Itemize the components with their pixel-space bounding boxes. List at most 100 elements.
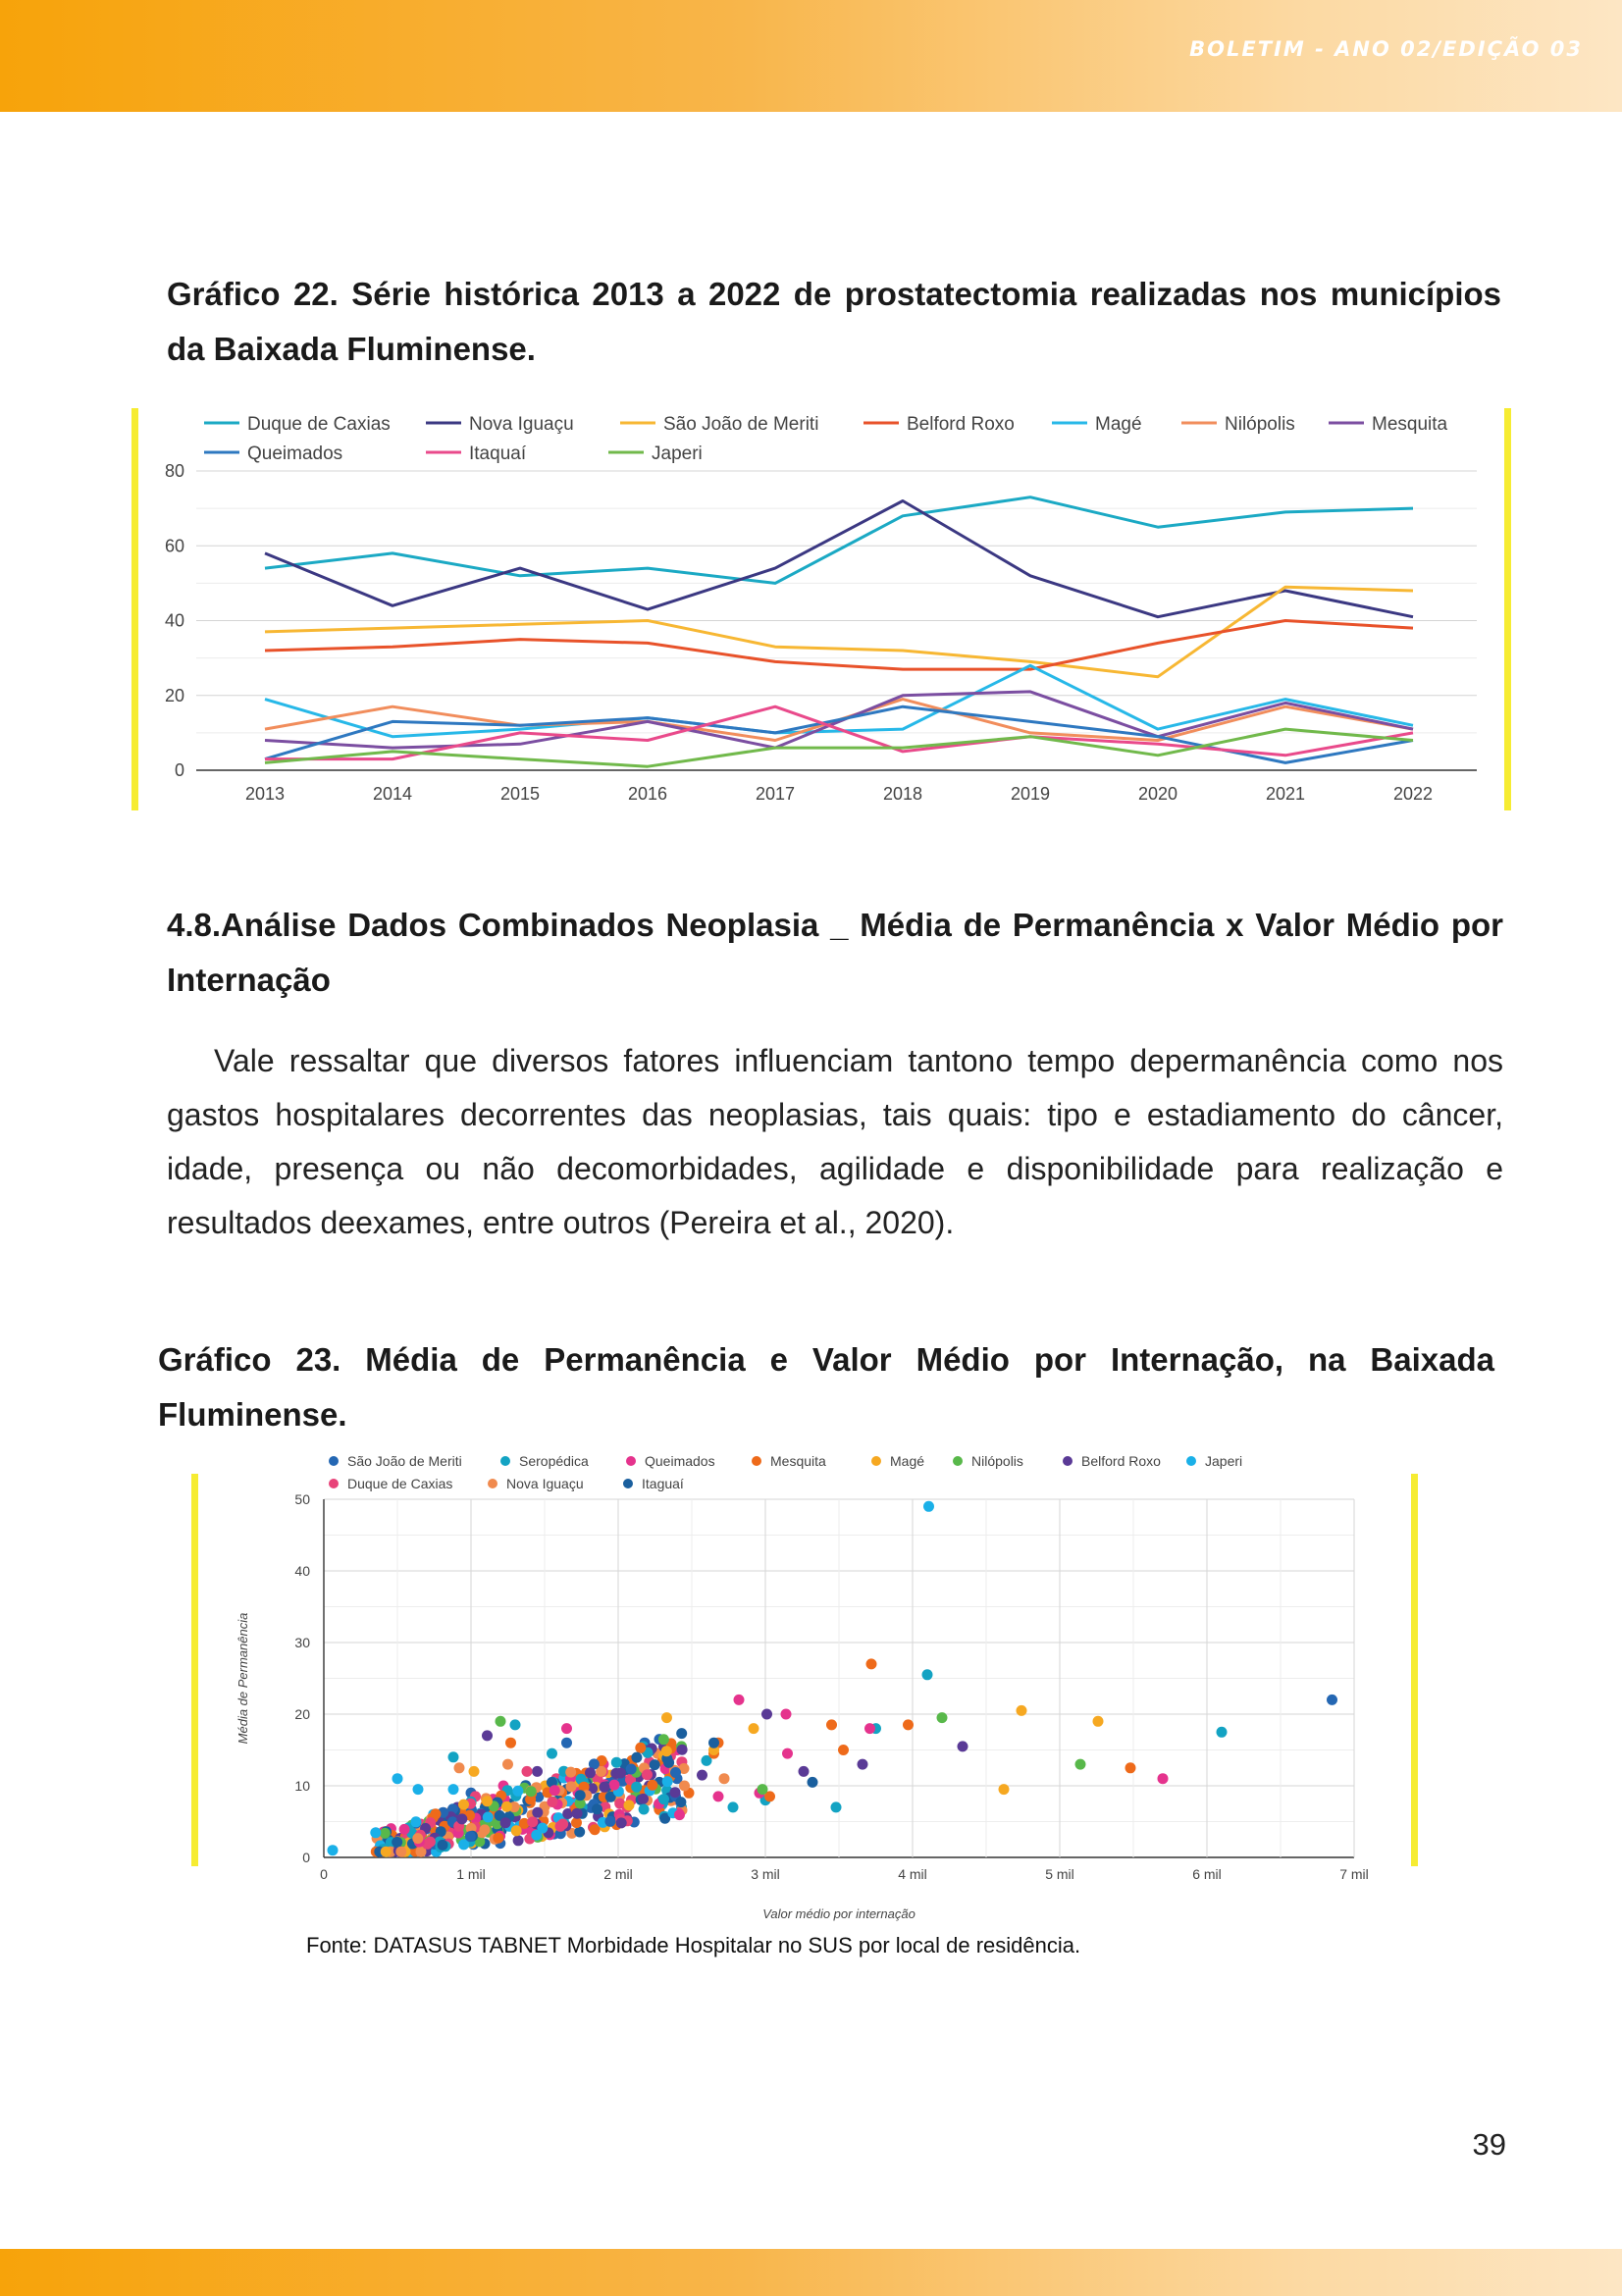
scatter-point-cluster (649, 1759, 660, 1771)
chart-22-left-accent (131, 408, 138, 810)
y-tick-label: 40 (165, 611, 184, 631)
footer-band (0, 2249, 1622, 2296)
scatter-point-cluster (661, 1776, 673, 1788)
scatter-point-mage (1092, 1715, 1104, 1727)
legend-swatch-nova-iguacu (488, 1479, 497, 1488)
scatter-point-cluster (670, 1767, 681, 1778)
scatter-point-belford-roxo (957, 1741, 968, 1752)
scatter-point-cluster (494, 1809, 505, 1821)
legend-label-duque-de-caxias: Duque de Caxias (347, 1476, 452, 1491)
scatter-point-mesquita (1125, 1762, 1136, 1774)
scatter-point-mesquita (865, 1658, 877, 1670)
scatter-point-queimados (780, 1708, 792, 1720)
legend-label-duque-de-caxias: Duque de Caxias (247, 414, 391, 435)
scatter-point-duque-de-caxias (521, 1765, 533, 1777)
series-line-nova-iguacu (264, 499, 1414, 619)
header-band: BOLETIM - ANO 02/EDIÇÃO 03 (0, 0, 1622, 112)
scatter-point-cluster (464, 1831, 476, 1843)
scatter-point-cluster (458, 1799, 469, 1810)
y-tick-label: 20 (294, 1706, 310, 1722)
scatter-point-seropedica (701, 1754, 712, 1766)
legend-swatch-duque-de-caxias (329, 1479, 339, 1488)
legend-label-nilopolis: Nilópolis (971, 1453, 1023, 1469)
scatter-point-cluster (623, 1800, 635, 1811)
scatter-point-cluster (631, 1751, 643, 1763)
scatter-point-japeri (923, 1500, 934, 1512)
scatter-point-cluster (657, 1734, 669, 1746)
legend-label-itaquai: Itaquaí (469, 444, 527, 464)
chart-23-right-accent (1411, 1474, 1418, 1866)
scatter-point-cluster (532, 1806, 544, 1818)
scatter-point-queimados (733, 1694, 745, 1705)
scatter-point-cluster (614, 1798, 626, 1809)
page-number: 39 (1472, 2127, 1506, 2162)
scatter-point-belford-roxo (761, 1708, 772, 1720)
scatter-point-cluster (663, 1756, 675, 1768)
section-title: 4.8.Análise Dados Combinados Neoplasia _… (167, 907, 1503, 998)
y-tick-label: 80 (165, 461, 184, 481)
scatter-point-cluster (588, 1758, 600, 1770)
scatter-point-cluster (479, 1824, 491, 1836)
scatter-point-cluster (608, 1779, 620, 1791)
scatter-point-cluster (635, 1742, 647, 1753)
scatter-point-queimados (864, 1723, 875, 1735)
scatter-point-mage (1016, 1704, 1027, 1716)
scatter-point-cluster (458, 1839, 470, 1851)
scatter-point-cluster (493, 1832, 504, 1844)
scatter-point-belford-roxo (532, 1765, 543, 1777)
legend-label-japeri: Japeri (1205, 1453, 1242, 1469)
scatter-point-japeri (412, 1784, 424, 1796)
x-tick-label: 2018 (883, 784, 922, 804)
scatter-point-cluster (492, 1818, 503, 1830)
scatter-point-cluster (676, 1744, 688, 1755)
scatter-point-cluster (549, 1785, 560, 1797)
scatter-point-cluster (531, 1829, 543, 1841)
scatter-point-nilopolis (1074, 1758, 1086, 1770)
scatter-point-cluster (631, 1781, 643, 1793)
scatter-point-belford-roxo (798, 1765, 810, 1777)
x-tick-label: 2013 (245, 784, 285, 804)
source-note: Fonte: DATASUS TABNET Morbidade Hospital… (306, 1933, 1081, 1957)
legend-label-nova-iguacu: Nova Iguaçu (506, 1476, 584, 1491)
scatter-point-cluster (638, 1793, 649, 1804)
scatter-point-mage (468, 1765, 480, 1777)
scatter-point-cluster (499, 1817, 511, 1829)
scatter-point-cluster (599, 1781, 610, 1793)
scatter-point-nilopolis (495, 1715, 506, 1727)
legend-label-nova-iguacu: Nova Iguaçu (469, 414, 574, 435)
scatter-point-belford-roxo (482, 1730, 493, 1742)
scatter-point-cluster (615, 1767, 626, 1779)
y-tick-label: 10 (294, 1778, 310, 1794)
scatter-point-cluster (638, 1803, 650, 1815)
scatter-point-cluster (527, 1816, 539, 1828)
scatter-point-cluster (415, 1846, 427, 1857)
scatter-point-sao-joao-de-meriti (1327, 1694, 1337, 1705)
legend-label-seropedica: Seropédica (519, 1453, 589, 1469)
scatter-point-cluster (437, 1839, 448, 1851)
scatter-point-cluster (395, 1846, 407, 1857)
scatter-point-cluster (596, 1765, 607, 1777)
scatter-point-queimados (561, 1723, 572, 1735)
scatter-point-japeri (327, 1845, 339, 1856)
x-tick-label: 1 mil (456, 1866, 486, 1882)
scatter-point-cluster (604, 1791, 616, 1802)
scatter-point-japeri (392, 1773, 403, 1785)
legend-swatch-seropedica (500, 1456, 510, 1466)
series-line-itaquai (265, 704, 1414, 761)
scatter-point-nilopolis (936, 1712, 948, 1724)
y-tick-label: 30 (294, 1635, 310, 1650)
legend-label-sao-joao-de-meriti: São João de Meriti (347, 1453, 462, 1469)
scatter-point-cluster (412, 1833, 424, 1845)
scatter-point-cluster (625, 1774, 636, 1786)
scatter-point-queimados (712, 1791, 724, 1802)
scatter-point-seropedica (921, 1669, 933, 1681)
chart-22-caption: Gráfico 22. Série histórica 2013 a 2022 … (167, 276, 1501, 367)
x-tick-label: 5 mil (1045, 1866, 1074, 1882)
scatter-point-seropedica (1216, 1726, 1228, 1738)
chart-22-right-accent (1504, 408, 1511, 810)
scatter-point-itaguai (708, 1737, 719, 1748)
scatter-point-cluster (675, 1797, 687, 1808)
scatter-point-cluster (676, 1728, 688, 1740)
scatter-point-cluster (589, 1824, 601, 1836)
scatter-point-cluster (678, 1763, 690, 1774)
